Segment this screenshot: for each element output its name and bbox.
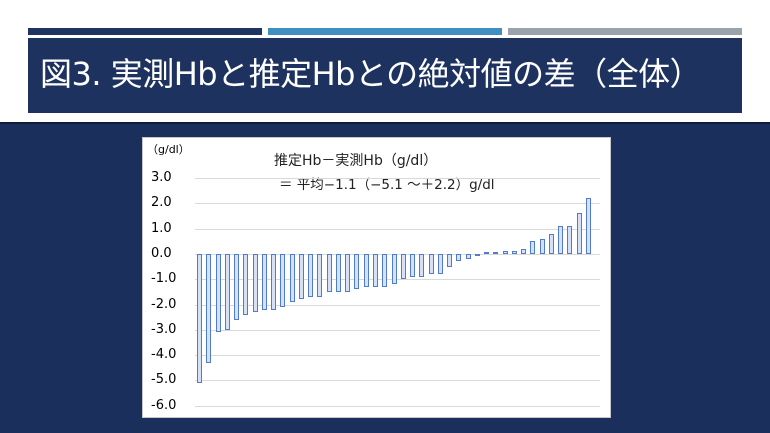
bar [410,253,415,277]
gridline [195,405,600,407]
y-tick-label: 2.0 [151,195,172,211]
bar [243,253,249,315]
bar [539,238,545,254]
accent-bar-blue [268,28,502,35]
bar [326,253,332,292]
gridline [195,178,600,179]
bar [521,248,527,254]
gridline [195,279,600,281]
bar [271,253,277,310]
bar [363,253,369,287]
bar [465,253,471,259]
chart-subtitle: ＝ 平均−1.1（−5.1 ～＋2.2）g/dl [279,177,495,193]
bar [474,253,480,257]
bar [456,253,462,262]
bar [558,226,564,254]
bar [354,253,360,290]
bar [261,253,267,310]
bar [298,253,304,300]
gridline [195,203,600,205]
bar [576,213,582,254]
bar [234,253,240,320]
gridline [195,329,600,331]
bar [530,241,536,254]
y-tick-label: -1.0 [151,271,177,287]
bar [447,253,453,267]
gridline [195,355,600,357]
gridline [195,380,600,382]
bar [335,253,341,292]
gridline [195,253,600,255]
y-tick-label: -5.0 [151,372,177,388]
bar [215,253,221,333]
bar [400,253,406,280]
bar [308,253,314,297]
bar [372,253,378,287]
bar [548,233,554,254]
slide-title: 図3. 実測Hbと推定Hbとの絶対値の差（全体） [40,55,702,93]
bar [437,253,443,275]
slide-title-bar: 図3. 実測Hbと推定Hbとの絶対値の差（全体） [28,38,742,113]
accent-bar-gray [508,28,742,35]
bar [428,253,434,275]
gridline [195,228,600,230]
y-tick-label: -2.0 [151,296,177,312]
bar [345,253,351,292]
bar [567,226,573,254]
bar [502,251,508,254]
accent-bar-navy [28,28,262,35]
gridline [195,304,600,306]
y-tick-label: 0.0 [151,245,172,261]
bar [289,253,295,302]
y-tick-label: 3.0 [151,170,172,185]
bar [224,253,230,330]
y-tick-label: 1.0 [151,220,172,236]
bar [484,251,490,254]
bar-chart: （g/dl） 推定Hb－実測Hb（g/dl） ＝ 平均−1.1（−5.1 ～＋2… [142,137,611,418]
bar [317,253,323,297]
bar [197,253,203,383]
bar [391,253,397,285]
y-tick-label: -3.0 [151,321,177,337]
y-tick-label: -6.0 [151,397,177,413]
bar [493,251,499,254]
bar [585,198,591,254]
bar [252,253,258,313]
chart-title: 推定Hb－実測Hb（g/dl） [274,153,438,169]
bar [382,253,388,287]
y-axis-unit-label: （g/dl） [147,143,190,156]
bar [419,253,425,277]
y-tick-label: -4.0 [151,347,177,363]
bar [280,253,286,308]
bar [511,251,517,254]
bar [206,253,212,363]
